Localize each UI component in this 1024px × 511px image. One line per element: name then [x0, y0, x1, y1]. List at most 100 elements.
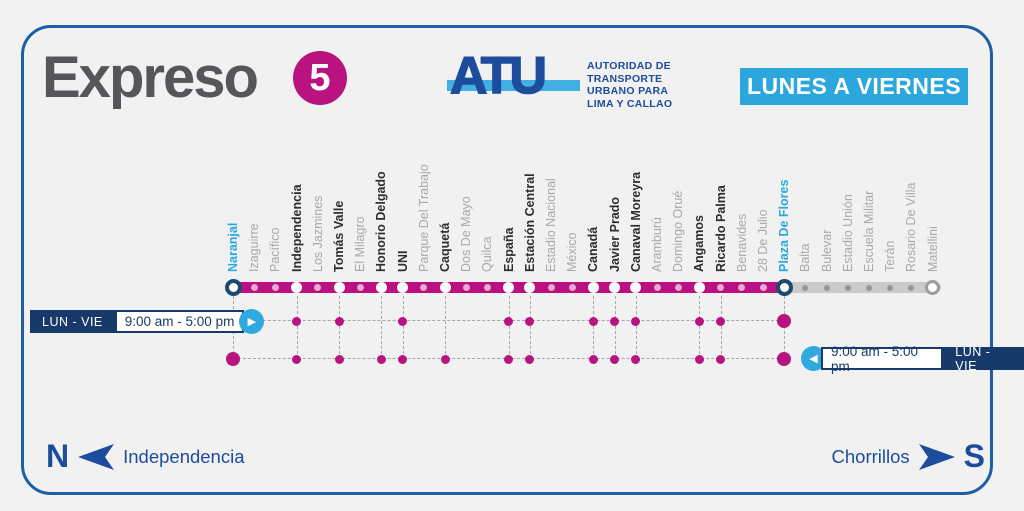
service-row-2-stop-dot: [440, 354, 450, 364]
station-label: Escuela Militar: [862, 190, 876, 272]
station-label: Quilca: [480, 236, 495, 272]
station-label: España: [501, 227, 516, 272]
right-arrow-icon: ▶: [239, 309, 265, 334]
compass-north-place: Independencia: [123, 445, 245, 467]
service-row-2-stop-dot: [504, 354, 514, 364]
station-label: Canadá: [586, 226, 601, 272]
service-row-1-stop-dot: [398, 316, 408, 326]
station-dot: [568, 284, 576, 291]
service-row-1-stop-dot: [588, 316, 598, 326]
station-label: Terán: [883, 240, 898, 272]
station-label: Caquetá: [438, 222, 452, 272]
atu-caption-line: TRANSPORTE: [587, 72, 663, 85]
station-label: Bulevar: [819, 229, 834, 272]
service-row-1-stop-dot: [694, 316, 704, 326]
atu-logo: ATU AUTORIDAD DE TRANSPORTE URBANO PARA …: [447, 46, 697, 116]
service-row-2-stop-dot: [398, 354, 408, 364]
station-dot: [462, 284, 470, 291]
service-days-banner: LUNES A VIERNES: [740, 68, 968, 105]
station-label: Rosario De Villa: [904, 182, 919, 272]
service-row-1-stop-dot: [777, 314, 792, 328]
atu-logo-caption: AUTORIDAD DE TRANSPORTE URBANO PARA LIMA…: [587, 60, 672, 110]
station-dot: [333, 282, 345, 293]
station-label: Estadio Unión: [840, 194, 855, 272]
compass-north-letter: N: [46, 438, 70, 474]
station-label: Los Jazmines: [310, 195, 325, 272]
station-label: Parque Del Trabajo: [416, 164, 431, 272]
station-label: Canaval Moreyra: [628, 171, 643, 272]
station-dot: [738, 284, 746, 291]
station-dot: [483, 284, 491, 291]
station-label: Benavides: [734, 213, 749, 272]
station-dot: [653, 284, 661, 291]
station-label: Matellini: [925, 226, 940, 272]
schedule-hours-label: 9:00 am - 5:00 pm: [114, 310, 245, 333]
station-label: Dos De Mayo: [459, 196, 474, 272]
service-row-2-stop-dot: [588, 354, 598, 364]
service-row-1-stop-dot: [631, 316, 641, 326]
station-dot: [775, 279, 793, 296]
station-dot: [547, 284, 555, 291]
station-connector-line: [529, 296, 531, 364]
service-row-2-stop-dot: [292, 354, 302, 364]
atu-caption-line: AUTORIDAD DE: [587, 60, 671, 72]
station-dot: [420, 284, 428, 291]
station-dot: [759, 284, 767, 291]
station-dot: [823, 284, 830, 291]
service-row-2-stop-dot: [716, 354, 726, 364]
schedule-hours-label: 9:00 am - 5:00 pm: [821, 344, 944, 374]
station-dot: [503, 282, 515, 293]
compass-south: Chorrillos S: [832, 438, 985, 475]
station-label: Aramburú: [650, 217, 664, 272]
compass-north: N Independencia: [46, 438, 245, 475]
local-route-line: [789, 282, 941, 293]
station-connector-line: [445, 296, 446, 364]
station-dot: [587, 282, 599, 293]
station-label: Estadio Nacional: [544, 178, 558, 272]
station-dot: [844, 284, 851, 291]
station-label: Naranjal: [226, 222, 240, 272]
station-connector-line: [784, 296, 786, 364]
compass-south-letter: S: [963, 438, 985, 474]
station-dot: [674, 284, 682, 291]
station-connector-line: [508, 296, 510, 364]
service-row-2-stop-dot: [610, 354, 620, 364]
service-row-2-stop-dot: [226, 352, 240, 366]
station-dot: [693, 282, 705, 293]
atu-wordmark: ATU: [449, 46, 548, 106]
schedule-southbound: ◀ 9:00 am - 5:00 pm LUN - VIE: [801, 344, 1024, 374]
route-title: Expreso: [42, 45, 259, 110]
service-row-2-stop-dot: [525, 354, 535, 364]
station-label: Plaza De Flores: [777, 179, 792, 272]
atu-logo-stripe: [447, 80, 580, 91]
station-dot: [356, 284, 364, 291]
schedule-days-label: LUN - VIE: [30, 310, 115, 333]
station-dot: [887, 284, 894, 291]
station-dot: [397, 282, 409, 293]
service-row-2-stop-dot: [631, 354, 641, 364]
station-label: Tomás Valle: [332, 200, 346, 272]
station-label: Honorio Delgado: [374, 171, 389, 272]
station-dot: [609, 282, 621, 293]
service-row-1-stop-dot: [292, 316, 302, 326]
station-connector-line: [402, 296, 404, 364]
station-connector-line: [635, 296, 637, 364]
station-dot: [375, 282, 387, 293]
service-row-2-stop-dot: [777, 352, 792, 366]
compass-south-place: Chorrillos: [831, 445, 910, 467]
station-connector-line: [720, 296, 722, 364]
atu-caption-line: URBANO PARA: [587, 85, 669, 97]
station-connector-line: [699, 296, 701, 364]
station-connector-line: [593, 296, 595, 364]
route-number-badge: 5: [293, 51, 347, 105]
station-dot: [802, 284, 809, 291]
service-row-1-stop-dot: [716, 316, 726, 326]
station-label: El Milagro: [353, 216, 368, 272]
station-label: Javier Prado: [607, 196, 622, 272]
east-arrow-icon: [918, 443, 955, 470]
station-dot: [925, 280, 941, 295]
station-connector-line: [381, 296, 383, 364]
station-dot: [630, 282, 642, 293]
station-connector-line: [296, 296, 298, 364]
